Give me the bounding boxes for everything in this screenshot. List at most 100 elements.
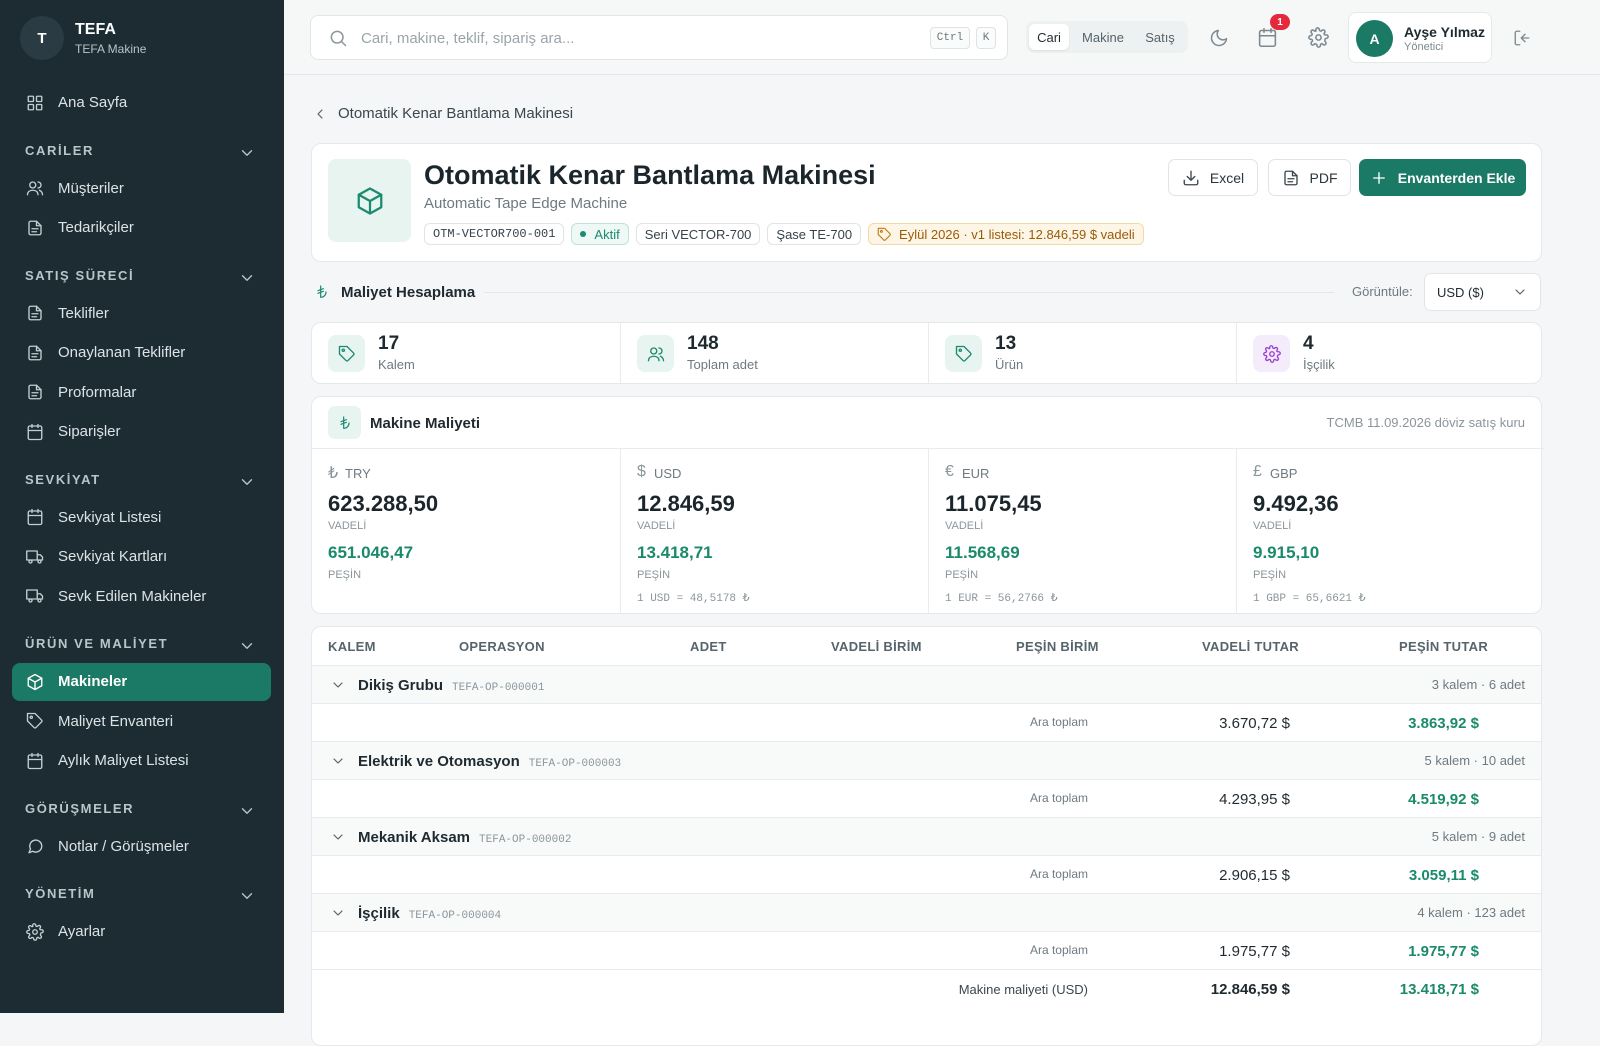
button[interactable]: PDF: [1268, 159, 1351, 196]
group-title: İşçilik TEFA-OP-000004: [358, 905, 501, 922]
nav-section[interactable]: GÖRÜŞMELER: [0, 781, 284, 827]
icon[interactable]: [1513, 29, 1531, 47]
nav-section[interactable]: SEVKİYAT: [0, 452, 284, 498]
button[interactable]: Excel: [1168, 159, 1258, 196]
tab[interactable]: Cari: [1029, 24, 1069, 50]
icon: [1308, 27, 1329, 48]
cost-table: KALEM OPERASYON ADET VADELİ BİRİM PEŞİN BİRİ…: [311, 626, 1542, 1046]
icon-part: [36, 593, 44, 600]
user-name: Ayşe Yılmaz: [1404, 24, 1485, 40]
column-header: KALEM: [328, 639, 376, 654]
icon: [27, 673, 43, 690]
nav-item[interactable]: Siparişler: [0, 412, 284, 452]
currency-code: EUR: [962, 466, 990, 481]
nav-item[interactable]: Makineler: [0, 662, 284, 702]
icon-part: [333, 758, 343, 764]
nav-item[interactable]: Tedarikçiler: [0, 208, 284, 248]
button[interactable]: Envanterden Ekle: [1359, 159, 1526, 196]
nav-label: Aylık Maliyet Listesi: [58, 752, 189, 770]
nav-item[interactable]: Notlar / Görüşmeler: [0, 827, 284, 867]
operation-code: TEFA-OP-000004: [408, 910, 502, 922]
icon: [27, 423, 43, 440]
stat-value: 13: [995, 333, 1017, 354]
brand-name: TEFA: [75, 21, 116, 38]
nav-item[interactable]: Ayarlar: [0, 912, 284, 952]
icon-part: [27, 423, 43, 431]
icon-part: [357, 193, 382, 215]
icon: [241, 149, 253, 156]
currency-symbol: ₺: [328, 465, 339, 482]
icon-part: [1262, 344, 1281, 363]
icon-part: [1514, 30, 1530, 46]
nav-item[interactable]: Teklifler: [0, 294, 284, 334]
icon-part: [36, 553, 44, 561]
search-box[interactable]: Cari, makine, teklif, sipariş ara... Ctrl…: [310, 15, 1008, 60]
icon-part: [241, 478, 253, 485]
nav-item[interactable]: Aylık Maliyet Listesi: [0, 741, 284, 781]
nav-item[interactable]: Ana Sayfa: [0, 83, 284, 123]
icon-part: [241, 893, 253, 899]
status-label: Aktif: [594, 226, 620, 242]
nav-item[interactable]: Müşteriler: [0, 169, 284, 209]
series-tag: Seri VECTOR-700: [635, 223, 761, 245]
nav-label: Ayarlar: [58, 923, 106, 941]
nav-section[interactable]: YÖNETİM: [0, 866, 284, 912]
nav-label: Müşteriler: [58, 179, 124, 197]
nav-item[interactable]: Onaylanan Teklifler: [0, 333, 284, 373]
icon-part: [28, 345, 42, 361]
icon-part: [330, 30, 344, 44]
icon-part: [340, 347, 345, 352]
nav-item[interactable]: Sevkiyat Listesi: [0, 498, 284, 538]
subtotal-pesin: 3.059,11 $: [1408, 867, 1479, 884]
subtotal-row: Ara toplam 2.906,15 $ 3.059,11 $: [312, 855, 1541, 893]
icon: [26, 713, 43, 729]
pesin-label: PEŞİN: [328, 569, 362, 581]
icon-part: [339, 415, 350, 429]
user-card[interactable]: A Ayşe Yılmaz Yönetici: [1348, 12, 1492, 63]
section-title: Maliyet Hesaplama: [341, 284, 476, 301]
icon: [28, 839, 43, 854]
icon-part: [28, 384, 42, 400]
subtotal-vadeli: 1.975,77 $: [1219, 943, 1290, 960]
group-row[interactable]: İşçilik TEFA-OP-000004 4 kalem · 123 adet: [312, 893, 1541, 931]
tab[interactable]: Makine: [1082, 29, 1124, 45]
group-summary: 5 kalem · 10 adet: [1424, 753, 1525, 768]
icon: [333, 682, 343, 688]
icon: [955, 345, 972, 362]
nav-item[interactable]: Maliyet Envanteri: [0, 702, 284, 742]
group-row[interactable]: Elektrik ve Otomasyon TEFA-OP-000003 5 kal…: [312, 741, 1541, 779]
group-summary: 5 kalem · 9 adet: [1431, 829, 1525, 844]
nav-section-title: GÖRÜŞMELER: [25, 800, 135, 816]
group-name: Dikiş Grubu: [358, 677, 444, 694]
subtotal-label: Ara toplam: [1029, 715, 1088, 729]
stat-icon: [328, 335, 365, 372]
breadcrumb[interactable]: Otomatik Kenar Bantlama Makinesi: [312, 105, 573, 122]
icon-part: [647, 346, 664, 361]
group-title: Dikiş Grubu TEFA-OP-000001: [358, 677, 544, 694]
tab[interactable]: Satış: [1145, 29, 1175, 45]
icon: [28, 345, 42, 361]
nav-item[interactable]: Sevkiyat Kartları: [0, 537, 284, 577]
subtotal-row: Ara toplam 1.975,77 $ 1.975,77 $: [312, 931, 1541, 969]
subtotal-vadeli: 3.670,72 $: [1219, 715, 1290, 732]
nav-section[interactable]: SATIŞ SÜRECİ: [0, 248, 284, 294]
nav-section[interactable]: CARİLER: [0, 123, 284, 169]
divider: [484, 292, 1334, 293]
icon-part: [29, 181, 37, 189]
nav-item[interactable]: Proformalar: [0, 373, 284, 413]
button-label: PDF: [1309, 169, 1338, 186]
key-hint: Ctrl: [930, 27, 970, 49]
icon-part: [31, 345, 42, 358]
currency-select[interactable]: USD ($): [1424, 273, 1541, 311]
column-header: ADET: [690, 639, 727, 654]
column-header: OPERASYON: [459, 639, 545, 654]
nav-section[interactable]: ÜRÜN VE MALİYET: [0, 616, 284, 662]
group-row[interactable]: Mekanik Aksam TEFA-OP-000002 5 kalem · 9 a…: [312, 817, 1541, 855]
subtotal-vadeli: 4.293,95 $: [1219, 791, 1290, 808]
nav-item[interactable]: Sevk Edilen Makineler: [0, 577, 284, 617]
total-row: Makine maliyeti (USD) 12.846,59 $ 13.418,7…: [312, 969, 1541, 1007]
vadeli-value: 12.846,59: [637, 491, 735, 516]
group-row[interactable]: Dikiş Grubu TEFA-OP-000001 3 kalem · 6 ade…: [312, 665, 1541, 703]
icon-part: [879, 229, 883, 233]
icon-part: [27, 510, 43, 526]
